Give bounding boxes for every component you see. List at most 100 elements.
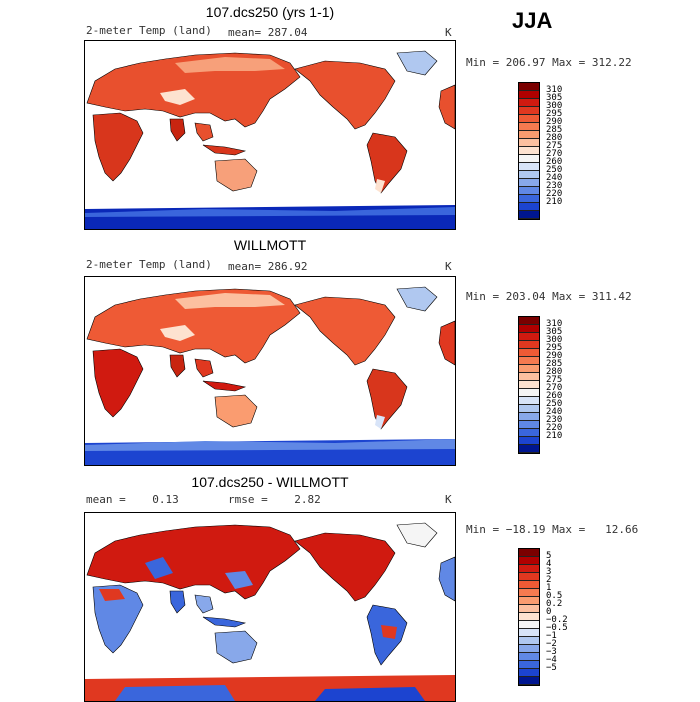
cbar-label: 295 <box>546 109 563 119</box>
cbar-swatch <box>519 389 539 397</box>
panel3-title: 107.dcs250 - WILLMOTT <box>191 474 349 490</box>
panel1-minmax: Min = 206.97 Max = 312.22 <box>466 56 632 69</box>
cbar-label: −4 <box>546 655 557 665</box>
cbar-swatch <box>519 437 539 445</box>
season-title: JJA <box>512 8 553 33</box>
eurasia-blue-patch <box>145 557 173 579</box>
cbar-swatch <box>519 597 539 605</box>
cbar-label: 230 <box>546 415 563 425</box>
panel3-colorbar <box>518 548 540 686</box>
cbar-swatch <box>519 565 539 573</box>
tibet-cool <box>160 325 195 341</box>
cbar-swatch <box>519 163 539 171</box>
europe-right <box>438 320 455 366</box>
cbar-swatch <box>519 661 539 669</box>
cbar-label: 295 <box>546 343 563 353</box>
panel1-map-svg <box>85 50 455 229</box>
indonesia <box>202 144 247 156</box>
panel1-colorbar <box>518 82 540 220</box>
cbar-swatch <box>519 357 539 365</box>
india <box>169 354 186 378</box>
se-asia <box>194 594 214 614</box>
panel2-title: WILLMOTT <box>233 237 307 253</box>
australia <box>214 630 258 664</box>
greenland <box>396 50 438 76</box>
cbar-swatch <box>519 211 539 219</box>
greenland <box>396 286 438 312</box>
cbar-label: 300 <box>546 101 563 111</box>
panel3-cbar-labels: 5 4 3 2 1 0.5 0.2 0 −0.2 −0.5 −1 −2 −3 −… <box>546 551 568 673</box>
cbar-label: 260 <box>546 391 563 401</box>
cbar-label: 290 <box>546 117 563 127</box>
south-america <box>366 368 408 430</box>
cbar-label: −1 <box>546 631 557 641</box>
panel1-mean: mean= 287.04 <box>228 26 308 39</box>
panel2-map <box>84 276 456 466</box>
cbar-label: 250 <box>546 399 563 409</box>
panel3-rmse: rmse = 2.82 <box>228 493 321 506</box>
cbar-label: 290 <box>546 351 563 361</box>
cbar-label: 240 <box>546 173 563 183</box>
cbar-swatch <box>519 325 539 333</box>
cbar-swatch <box>519 365 539 373</box>
cbar-swatch <box>519 405 539 413</box>
panel1-units: K <box>445 26 452 39</box>
africa <box>92 584 144 654</box>
cbar-swatch <box>519 613 539 621</box>
europe-right <box>438 84 455 130</box>
africa <box>92 348 144 418</box>
tibet-cool <box>160 89 195 105</box>
cbar-swatch <box>519 123 539 131</box>
cbar-label: 280 <box>546 367 563 377</box>
cbar-label: 260 <box>546 157 563 167</box>
s-america-red-patch <box>381 625 397 639</box>
greenland <box>396 522 438 548</box>
cbar-label: 2 <box>546 575 552 585</box>
cbar-label: 310 <box>546 319 563 329</box>
cbar-swatch <box>519 187 539 195</box>
cbar-swatch <box>519 669 539 677</box>
cbar-swatch <box>519 645 539 653</box>
se-asia <box>194 358 214 378</box>
panel2-units: K <box>445 260 452 273</box>
cbar-swatch <box>519 629 539 637</box>
cbar-label: 240 <box>546 407 563 417</box>
panel1-variable-label: 2-meter Temp (land) <box>86 24 212 37</box>
cbar-swatch <box>519 115 539 123</box>
antarctica <box>85 205 455 229</box>
cbar-label: −0.2 <box>546 615 568 625</box>
panel3-minmax: Min = −18.19 Max = 12.66 <box>466 523 639 536</box>
panel2-cbar-labels: 310 305 300 295 290 285 280 275 270 260 … <box>546 319 563 441</box>
cbar-swatch <box>519 147 539 155</box>
cbar-swatch <box>519 373 539 381</box>
cbar-label: 285 <box>546 359 563 369</box>
cbar-label: 3 <box>546 567 552 577</box>
cbar-swatch <box>519 677 539 685</box>
cbar-swatch <box>519 581 539 589</box>
cbar-label: 300 <box>546 335 563 345</box>
cbar-swatch <box>519 397 539 405</box>
cbar-label: 1 <box>546 583 552 593</box>
eurasia <box>86 52 301 128</box>
cbar-swatch <box>519 637 539 645</box>
indonesia <box>202 616 247 628</box>
cbar-swatch <box>519 91 539 99</box>
cbar-label: 310 <box>546 85 563 95</box>
panel2-map-svg <box>85 286 455 465</box>
cbar-swatch <box>519 195 539 203</box>
cbar-swatch <box>519 421 539 429</box>
cbar-label: 275 <box>546 141 563 151</box>
cbar-swatch <box>519 99 539 107</box>
cbar-label: 0.5 <box>546 591 563 601</box>
panel1-title: 107.dcs250 (yrs 1-1) <box>205 4 335 20</box>
cbar-swatch <box>519 139 539 147</box>
cbar-swatch <box>519 155 539 163</box>
panel2-minmax: Min = 203.04 Max = 311.42 <box>466 290 632 303</box>
cbar-swatch <box>519 605 539 613</box>
cbar-swatch <box>519 333 539 341</box>
cbar-swatch <box>519 549 539 557</box>
indonesia <box>202 380 247 392</box>
cbar-swatch <box>519 341 539 349</box>
cbar-label: 5 <box>546 551 552 561</box>
cbar-swatch <box>519 573 539 581</box>
